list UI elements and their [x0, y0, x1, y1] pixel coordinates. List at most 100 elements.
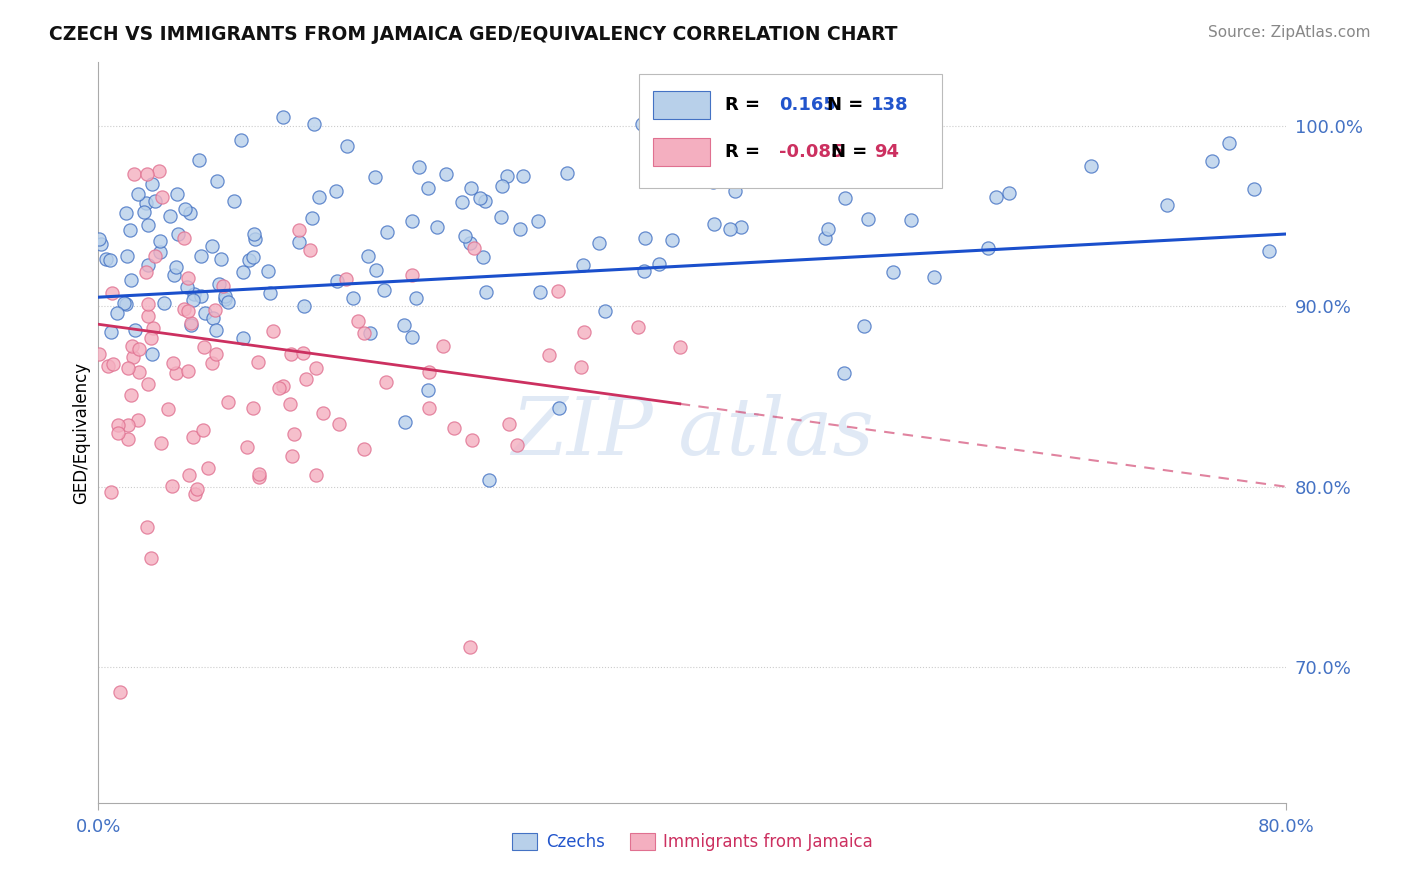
Point: [183, 287, 205, 301]
Point: [191, 424, 214, 438]
Point: [900, 213, 922, 227]
Point: [136, 309, 159, 323]
Point: [924, 270, 946, 285]
Point: [115, 206, 138, 220]
Point: [135, 265, 157, 279]
Point: [538, 348, 561, 362]
Point: [401, 268, 423, 283]
Point: [121, 350, 143, 364]
Point: [207, 174, 229, 188]
Point: [292, 299, 315, 313]
Point: [418, 384, 440, 398]
Point: [124, 323, 146, 337]
Point: [631, 117, 654, 131]
Point: [463, 241, 485, 255]
Point: [110, 685, 132, 699]
Point: [730, 219, 752, 234]
Point: [236, 440, 259, 454]
Point: [418, 401, 440, 415]
Point: [418, 365, 440, 379]
Point: [588, 235, 610, 250]
Point: [143, 249, 166, 263]
Point: [527, 214, 550, 228]
Point: [633, 263, 655, 277]
Point: [143, 194, 166, 208]
Point: [173, 231, 195, 245]
Y-axis label: GED/Equivalency: GED/Equivalency: [72, 361, 90, 504]
Point: [703, 217, 725, 231]
Point: [100, 325, 122, 339]
Point: [243, 227, 266, 241]
Point: [832, 366, 855, 380]
Point: [269, 381, 291, 395]
Point: [127, 413, 149, 427]
Point: [468, 191, 491, 205]
Point: [364, 169, 387, 184]
Point: [271, 110, 294, 124]
Point: [105, 306, 128, 320]
Point: [177, 271, 200, 285]
Point: [150, 190, 173, 204]
Point: [159, 210, 181, 224]
Point: [461, 434, 484, 448]
Text: N =: N =: [831, 143, 868, 161]
Point: [686, 172, 709, 186]
Point: [634, 231, 657, 245]
Point: [247, 469, 270, 483]
Point: [689, 149, 711, 163]
Point: [1201, 154, 1223, 169]
Point: [180, 317, 202, 331]
Point: [509, 222, 531, 236]
Point: [87, 346, 110, 360]
Point: [491, 210, 513, 224]
Point: [280, 397, 302, 411]
Point: [177, 467, 200, 482]
Point: [262, 325, 284, 339]
Point: [328, 417, 350, 432]
Point: [454, 229, 477, 244]
Point: [295, 372, 318, 386]
Point: [302, 117, 325, 131]
Point: [336, 138, 359, 153]
Point: [115, 249, 138, 263]
Point: [190, 249, 212, 263]
Point: [595, 304, 617, 318]
Point: [247, 467, 270, 481]
Point: [165, 366, 187, 380]
Point: [724, 184, 747, 198]
Point: [135, 520, 157, 534]
Point: [176, 364, 198, 378]
Point: [138, 258, 160, 272]
Point: [103, 357, 125, 371]
Point: [181, 293, 204, 307]
Point: [148, 163, 170, 178]
Text: 0.165: 0.165: [779, 96, 837, 114]
Point: [288, 235, 311, 250]
Point: [176, 279, 198, 293]
Point: [1080, 159, 1102, 173]
Point: [283, 426, 305, 441]
Point: [117, 432, 139, 446]
Point: [163, 268, 186, 282]
Point: [834, 192, 856, 206]
Point: [135, 196, 157, 211]
Point: [117, 417, 139, 432]
Point: [474, 194, 496, 208]
Point: [718, 222, 741, 236]
Point: [301, 211, 323, 225]
Point: [96, 252, 118, 266]
Point: [115, 297, 138, 311]
Point: [472, 250, 495, 264]
Point: [183, 430, 205, 444]
Point: [271, 379, 294, 393]
Point: [298, 243, 321, 257]
Point: [152, 296, 174, 310]
Point: [107, 426, 129, 441]
Point: [214, 288, 236, 302]
Point: [498, 417, 520, 432]
Point: [661, 233, 683, 247]
Point: [209, 252, 232, 267]
Point: [353, 326, 375, 340]
Point: [976, 241, 998, 255]
Point: [166, 187, 188, 202]
